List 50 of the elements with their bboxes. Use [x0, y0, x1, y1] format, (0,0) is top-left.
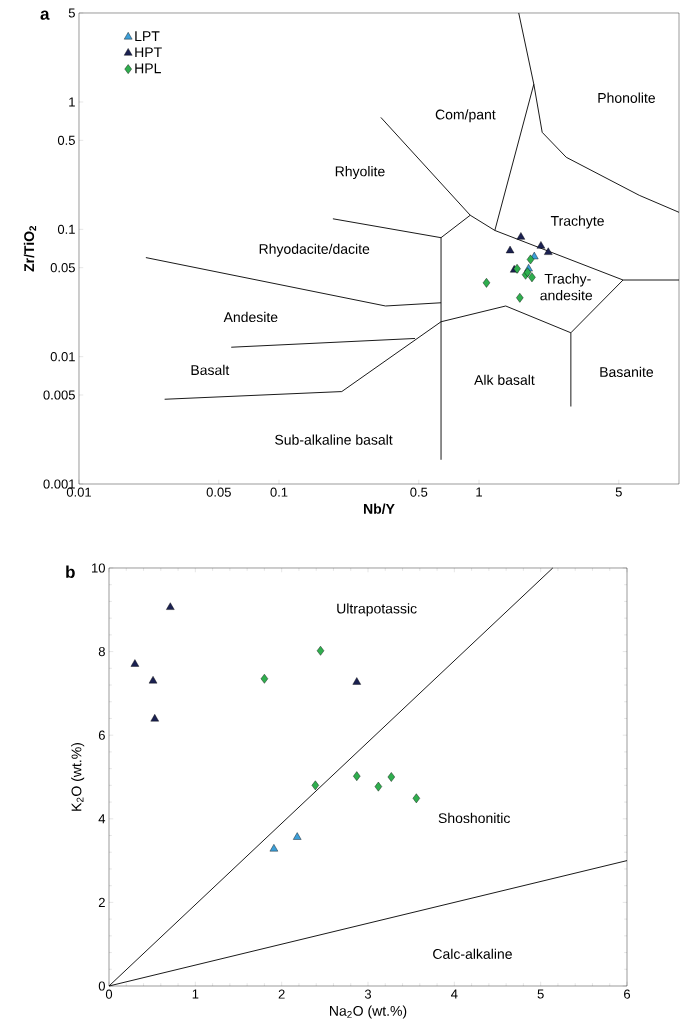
x-axis-title: Na$_{2}$O (wt.%) — [330, 1005, 407, 1019]
x-tick-label: 3 — [364, 989, 372, 999]
x-tick-label: 0.5 — [410, 487, 428, 497]
x-tick-label: 2 — [278, 989, 285, 999]
annotation: Rhyolite — [335, 166, 385, 180]
annotation: Sub-alkaline basalt — [275, 434, 393, 445]
annotation: Com/pant — [435, 109, 496, 123]
annotation: Alk basalt — [474, 374, 535, 385]
x-axis-title: Nb/Y — [363, 503, 395, 514]
x-tick-label: 6 — [624, 989, 631, 999]
y-tick-label: 1 — [69, 97, 75, 107]
y-tick-label: 0.5 — [57, 135, 75, 145]
annotation: Calc-alkaline — [433, 948, 512, 959]
annotation: Ultrapotassic — [337, 603, 417, 617]
y-tick-label: 0.001 — [43, 479, 75, 489]
legend-label: HPT — [135, 47, 162, 58]
y-tick-label: 0.05 — [50, 263, 75, 273]
x-tick-label: 1 — [192, 989, 199, 999]
y-tick-label: 6 — [98, 730, 105, 740]
y-tick-label: 0 — [98, 981, 105, 991]
legend-label: HPL — [135, 63, 161, 74]
x-tick-label: 1 — [476, 487, 482, 497]
annotation: Rhyodacite/dacite — [259, 243, 370, 257]
chart-title: b — [66, 565, 75, 579]
x-tick-label: 0 — [105, 989, 113, 999]
annotation: Trachyte — [550, 215, 604, 229]
y-tick-label: 2 — [98, 897, 105, 907]
y-tick-label: 10 — [92, 563, 105, 573]
annotation: Basalt — [191, 364, 230, 376]
x-tick-label: 5 — [615, 487, 622, 497]
y-tick-label: 0.01 — [50, 352, 75, 362]
legend-label: LPT — [135, 31, 160, 41]
x-tick-label: 0.1 — [270, 487, 288, 497]
x-tick-label: 4 — [451, 989, 458, 999]
y-tick-label: 0.1 — [57, 224, 75, 234]
annotation: Shoshonitic — [438, 812, 510, 824]
y-axis-title: Zr/TiO$_{2}$ — [23, 225, 37, 272]
annotation: andesite — [540, 290, 593, 301]
y-tick-label: 0.005 — [43, 390, 75, 400]
y-tick-label: 5 — [68, 8, 75, 18]
annotation: Phonolite — [598, 92, 655, 103]
x-tick-label: 0.05 — [206, 487, 231, 497]
y-tick-label: 8 — [98, 646, 105, 657]
x-tick-label: 5 — [537, 989, 544, 999]
y-tick-label: 4 — [98, 814, 106, 824]
annotation: Basanite — [600, 366, 654, 377]
chart-title: a — [40, 10, 50, 20]
y-axis-title: K$_{2}$O (wt.%) — [71, 743, 85, 811]
annotation: Trachy- — [544, 273, 591, 287]
annotation: Andesite — [223, 311, 278, 323]
